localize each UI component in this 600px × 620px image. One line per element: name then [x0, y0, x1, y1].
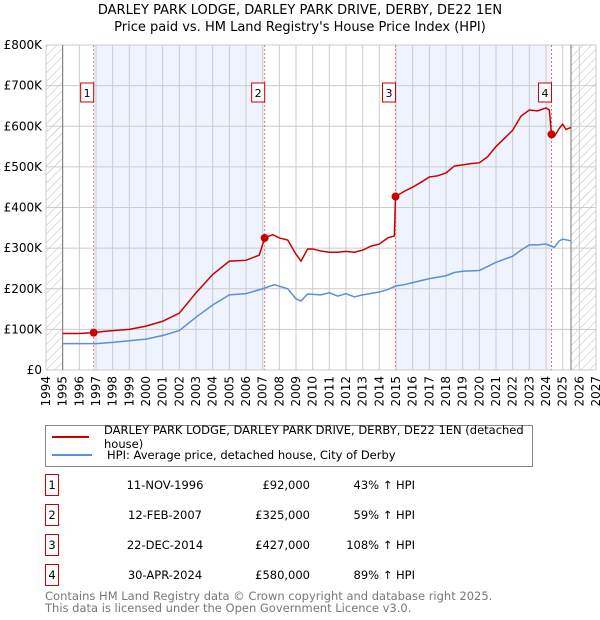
- sale-point: [547, 130, 556, 139]
- sale-hpi: 43% ↑ HPI: [353, 478, 415, 492]
- sale-hpi: 89% ↑ HPI: [353, 568, 415, 582]
- table-row: 4 30-APR-2024 £580,000 89% ↑ HPI: [45, 564, 445, 586]
- sale-point: [391, 192, 400, 201]
- sale-date: 11-NOV-1996: [126, 478, 204, 492]
- sale-price: £325,000: [255, 508, 310, 522]
- footer-copyright: Contains HM Land Registry data © Crown c…: [45, 589, 493, 603]
- x-tick-label: 1996: [72, 376, 86, 407]
- x-tick-label: 2005: [222, 376, 236, 407]
- sale-point: [260, 233, 269, 242]
- chart-legend: DARLEY PARK LODGE, DARLEY PARK DRIVE, DE…: [45, 423, 533, 467]
- sale-label-box: [251, 82, 266, 103]
- y-tick-label: £700K: [4, 79, 44, 93]
- table-row: 1 11-NOV-1996 £92,000 43% ↑ HPI: [45, 474, 445, 496]
- x-tick-label: 2009: [289, 376, 303, 407]
- table-row: 3 22-DEC-2014 £427,000 108% ↑ HPI: [45, 534, 445, 556]
- sale-label: 2: [255, 87, 262, 100]
- x-tick-label: 2016: [406, 376, 420, 407]
- x-tick-label: 2000: [139, 376, 153, 407]
- y-tick-label: £100K: [4, 322, 44, 336]
- chart-title: DARLEY PARK LODGE, DARLEY PARK DRIVE, DE…: [97, 3, 503, 18]
- sale-hpi: 59% ↑ HPI: [353, 508, 415, 522]
- price-chart: 1 2 3 4 1994 1995 1996 1997 1998 1999 2000 2001 2002…: [4, 38, 600, 407]
- x-tick-label: 1997: [89, 376, 103, 407]
- x-tick-label: 1995: [56, 376, 70, 407]
- x-tick-label: 2002: [172, 376, 186, 407]
- sale-price: £427,000: [255, 538, 310, 552]
- sale-label-box: [80, 82, 95, 103]
- sale-marker: 1: [45, 474, 59, 496]
- x-tick-label: 2026: [572, 376, 586, 407]
- y-tick-label: £300K: [4, 241, 44, 255]
- x-tick-label: 2007: [256, 376, 270, 407]
- x-tick-label: 1999: [122, 376, 136, 407]
- x-tick-label: 2019: [456, 376, 470, 407]
- y-tick-label: £400K: [4, 201, 44, 215]
- x-tick-label: 2020: [472, 376, 486, 407]
- x-tick-label: 2014: [372, 376, 386, 407]
- sale-label: 1: [84, 87, 91, 100]
- property-price-line: [62, 107, 572, 335]
- x-tick-label: 2018: [439, 376, 453, 407]
- sale-point: [89, 328, 98, 337]
- x-tick-label: 2012: [339, 376, 353, 407]
- x-tick-label: 1994: [39, 376, 53, 407]
- y-tick-label: £800K: [4, 38, 44, 52]
- sale-price: £580,000: [255, 568, 310, 582]
- x-tick-label: 2010: [306, 376, 320, 407]
- x-tick-label: 2006: [239, 376, 253, 407]
- sale-date: 12-FEB-2007: [128, 508, 202, 522]
- sale-label: 4: [542, 87, 549, 100]
- x-tick-label: 2027: [589, 376, 600, 407]
- x-tick-label: 2001: [156, 376, 170, 407]
- y-tick-label: £200K: [4, 282, 44, 296]
- table-row: 2 12-FEB-2007 £325,000 59% ↑ HPI: [45, 504, 445, 526]
- sale-hpi: 108% ↑ HPI: [346, 538, 415, 552]
- x-tick-label: 2003: [189, 376, 203, 407]
- x-tick-label: 2013: [356, 376, 370, 407]
- legend-item-property: DARLEY PARK LODGE, DARLEY PARK DRIVE, DE…: [52, 423, 532, 451]
- x-tick-label: 2021: [489, 376, 503, 407]
- legend-red-line: [52, 436, 90, 438]
- x-tick-label: 2011: [322, 376, 336, 407]
- hpi-line: [62, 238, 572, 345]
- sale-label: 3: [386, 87, 393, 100]
- x-tick-label: 2025: [556, 376, 570, 407]
- legend-label: HPI: Average price, detached house, City…: [107, 448, 396, 462]
- y-tick-label: £0: [27, 363, 42, 377]
- x-tick-label: 2015: [389, 376, 403, 407]
- sale-marker: 3: [45, 534, 59, 556]
- x-tick-label: 2008: [272, 376, 286, 407]
- legend-blue-line: [52, 454, 92, 456]
- legend-item-hpi: HPI: Average price, detached house, City…: [52, 447, 396, 463]
- sale-label-box: [382, 82, 396, 103]
- x-tick-label: 2017: [422, 376, 436, 407]
- y-tick-label: £600K: [4, 119, 44, 133]
- x-tick-label: 2022: [506, 376, 520, 407]
- footer-licence: This data is licensed under the Open Gov…: [45, 601, 412, 615]
- sale-date: 30-APR-2024: [127, 568, 203, 582]
- x-tick-label: 2024: [539, 376, 553, 407]
- x-tick-label: 2023: [522, 376, 536, 407]
- x-tick-label: 1998: [106, 376, 120, 407]
- sale-price: £92,000: [262, 478, 310, 492]
- chart-subtitle: Price paid vs. HM Land Registry's House …: [114, 20, 486, 35]
- sale-marker: 4: [45, 564, 59, 586]
- sale-date: 22-DEC-2014: [126, 538, 204, 552]
- x-tick-label: 2004: [206, 376, 220, 407]
- legend-label: DARLEY PARK LODGE, DARLEY PARK DRIVE, DE…: [104, 423, 524, 451]
- y-tick-label: £500K: [4, 160, 44, 174]
- sale-label-box: [538, 82, 552, 103]
- sale-marker: 2: [45, 504, 59, 526]
